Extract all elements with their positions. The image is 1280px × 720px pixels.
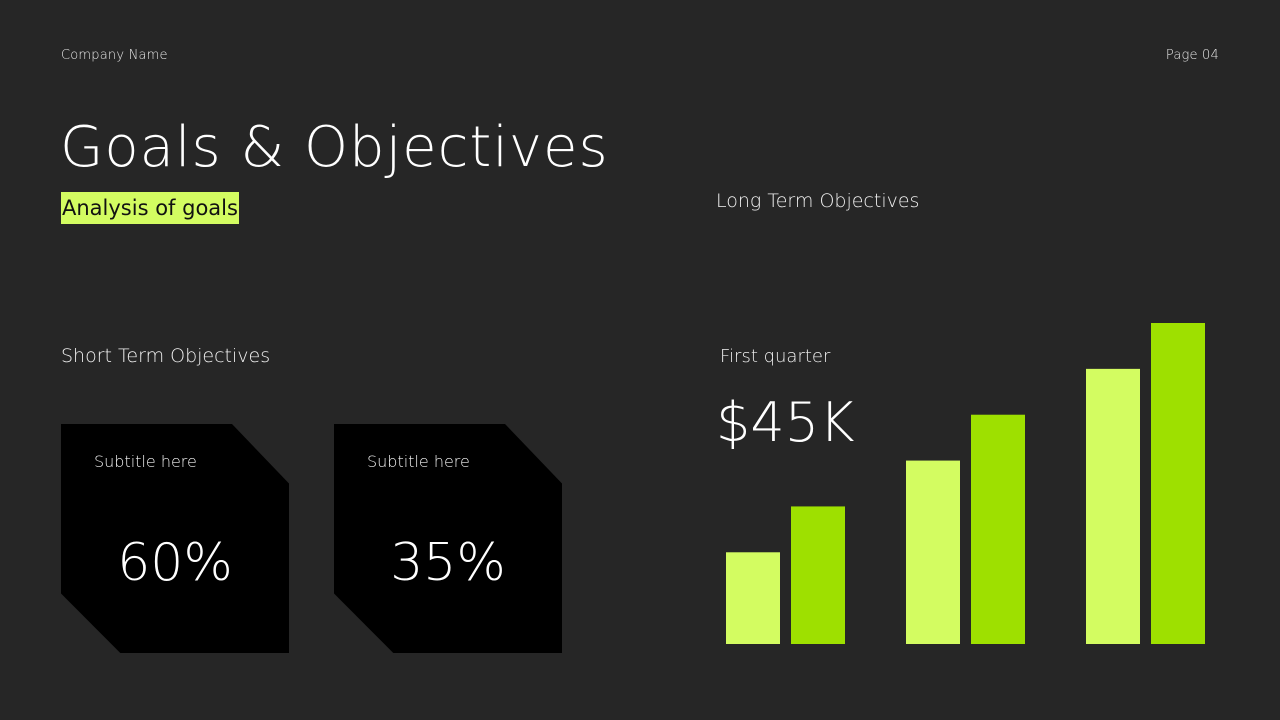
page-title: Goals & Objectives — [60, 115, 609, 180]
chart-bar — [726, 552, 780, 644]
card-value: 60% — [117, 533, 233, 593]
chart-bar — [1151, 323, 1205, 644]
bar-chart — [726, 323, 1205, 644]
card-subtitle: Subtitle here — [94, 452, 197, 471]
objective-card: Subtitle here 35% — [334, 424, 562, 653]
chart-bar — [791, 506, 845, 644]
card-subtitle: Subtitle here — [367, 452, 470, 471]
short-term-heading: Short Term Objectives — [61, 345, 271, 367]
long-term-heading: Long Term Objectives — [716, 190, 920, 212]
chart-bar — [971, 414, 1025, 644]
card-value: 35% — [390, 533, 506, 593]
first-quarter-label: First quarter — [720, 346, 831, 367]
objective-card: Subtitle here 60% — [61, 424, 289, 653]
page-number: Page 04 — [1165, 48, 1219, 63]
chart-bar — [1086, 368, 1140, 644]
first-quarter-value: $45K — [716, 391, 855, 454]
highlighted-subtitle: Analysis of goals — [61, 192, 239, 224]
chart-bar — [906, 460, 960, 644]
company-name: Company Name — [61, 48, 168, 63]
